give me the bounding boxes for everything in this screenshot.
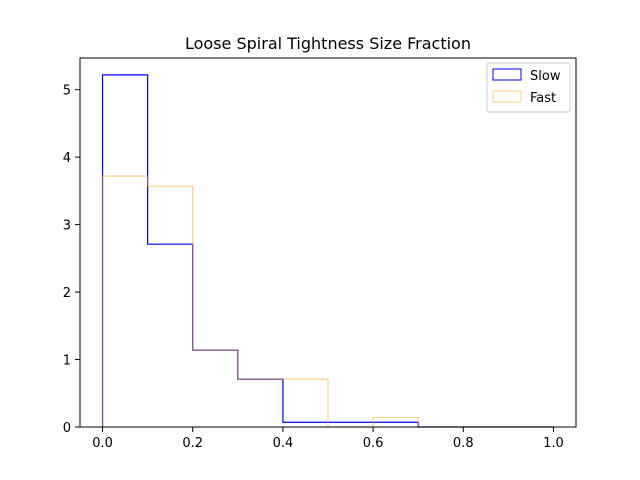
series-slow-step bbox=[101, 74, 554, 428]
y-tick-label: 2 bbox=[63, 286, 71, 301]
x-tick-label: 0.2 bbox=[182, 436, 203, 451]
x-tick-label: 0.4 bbox=[273, 436, 294, 451]
y-axis: 0 1 2 3 4 5 bbox=[63, 84, 80, 436]
y-tick-label: 5 bbox=[63, 84, 71, 99]
y-tick-label: 3 bbox=[63, 219, 71, 234]
x-tick-label: 0.6 bbox=[363, 436, 384, 451]
legend-box bbox=[486, 62, 571, 113]
legend-label-fast: Fast bbox=[530, 91, 556, 106]
legend-swatch-fast bbox=[492, 90, 522, 103]
y-tick-label: 0 bbox=[63, 421, 71, 436]
series-fast-step bbox=[101, 175, 554, 428]
x-tick-label: 0.0 bbox=[92, 436, 113, 451]
legend-label-slow: Slow bbox=[530, 69, 561, 84]
chart-title: Loose Spiral Tightness Size Fraction bbox=[185, 34, 471, 53]
y-tick-label: 4 bbox=[63, 151, 71, 166]
legend-swatch-slow bbox=[492, 68, 522, 81]
x-axis: 0.0 0.2 0.4 0.6 0.8 1.0 bbox=[92, 427, 564, 451]
axes-frame bbox=[79, 57, 577, 428]
x-tick-label: 1.0 bbox=[543, 436, 564, 451]
legend: Slow Fast bbox=[486, 62, 571, 113]
x-tick-label: 0.8 bbox=[453, 436, 474, 451]
series-layer bbox=[101, 74, 554, 428]
y-tick-label: 1 bbox=[63, 354, 71, 369]
